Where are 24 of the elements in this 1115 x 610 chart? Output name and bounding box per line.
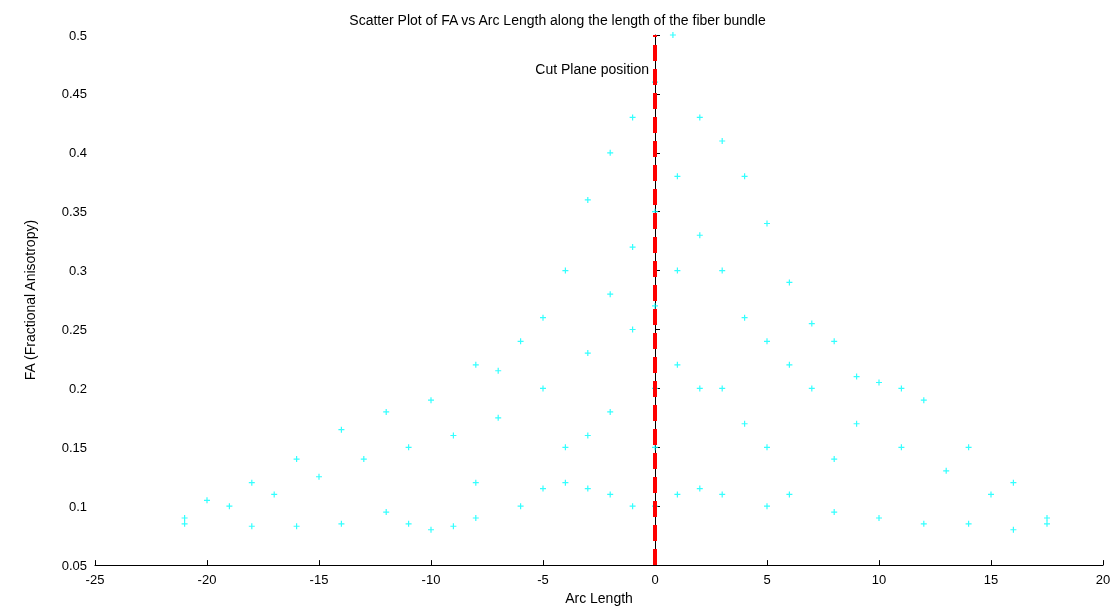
y-axis-title: FA (Fractional Anisotropy)	[22, 219, 38, 381]
y-tick-label: 0.35	[61, 204, 87, 220]
x-tick-label: -25	[85, 572, 105, 588]
y-tick-label: 0.5	[68, 27, 87, 43]
y-tick-label: 0.1	[68, 498, 87, 514]
ref-line-label: Cut Plane position	[535, 61, 649, 77]
chart-title: Scatter Plot of FA vs Arc Length along the length of the fiber bundle	[349, 12, 766, 28]
x-tick-label: 20	[1095, 572, 1111, 588]
y-tick-label: 0.25	[61, 322, 87, 337]
y-tick-label: 0.45	[61, 86, 87, 102]
x-tick-label: -10	[421, 572, 441, 588]
x-tick-label: 10	[871, 572, 887, 588]
y-tick-label: 0.05	[61, 557, 87, 573]
y-tick-label: 0.3	[68, 263, 87, 279]
x-tick-label: 15	[983, 572, 999, 588]
x-tick-label: 5	[763, 572, 771, 588]
x-tick-label: -5	[537, 572, 549, 588]
y-tick-label: 0.15	[61, 439, 87, 455]
x-tick-label: -15	[309, 572, 329, 588]
x-axis-title: Arc Length	[565, 590, 633, 606]
x-tick-label: 0	[651, 572, 659, 588]
y-tick-label: 0.4	[68, 145, 87, 161]
x-tick-label: -20	[197, 572, 217, 588]
y-tick-label: 0.2	[68, 380, 87, 396]
